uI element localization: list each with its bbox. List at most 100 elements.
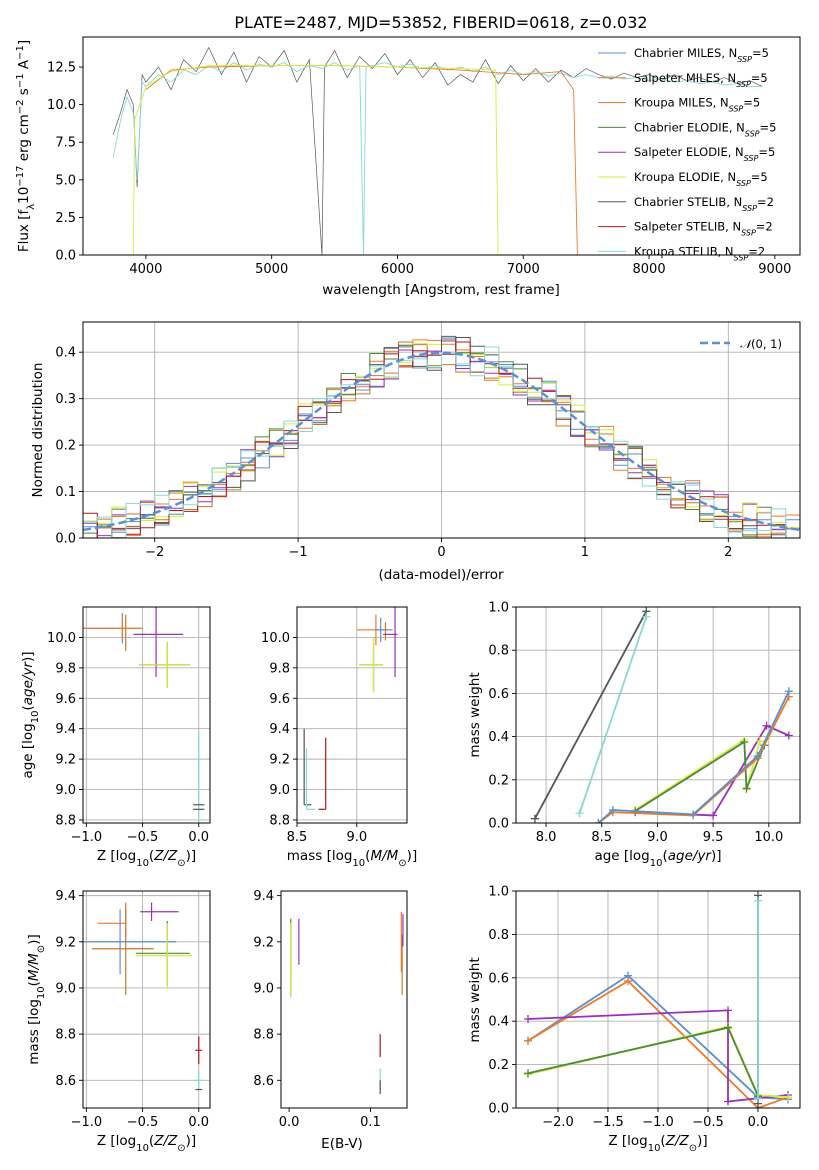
spectrum-series-line	[112, 62, 763, 255]
x-tick-label: 8.5	[591, 830, 612, 845]
legend-entry: Kroupa MILES, NSSP=5	[634, 96, 760, 114]
errorbar-point	[374, 617, 393, 642]
y-tick-label: 9.2	[269, 753, 290, 768]
x-tick-label: 9000	[758, 262, 791, 277]
axes-frame	[296, 606, 408, 824]
weight-marker	[530, 814, 539, 823]
weight-marker	[784, 1093, 792, 1102]
errorbar-point	[135, 921, 190, 986]
massweight-Z-ylabel: mass weight	[467, 957, 483, 1042]
panel-mass-vs-EBV: E(B-V) 0.0 0.1 8.6 8.8 9.0 9.2 9.4	[253, 889, 408, 1152]
weight-marker	[724, 1006, 732, 1015]
y-tick-label: 0.8	[488, 644, 509, 659]
y-tick-label: 10.0	[47, 98, 76, 113]
histogram-legend: 𝒩(0, 1)	[700, 337, 782, 351]
y-tick-label: 8.6	[55, 1074, 76, 1089]
panel-massweight-vs-age: mass weight 8.0 8.5 9.0 9.5 10.0 0.0 0.2 0.4 0.6…	[467, 601, 801, 869]
y-tick-label: 0.4	[488, 730, 509, 745]
y-tick-label: 0.0	[488, 1102, 509, 1117]
panel-massweight-vs-age-xlabel: age [log10(age/yr)]	[594, 848, 721, 869]
y-tick-label: 9.4	[55, 889, 76, 904]
errorbar-point	[139, 641, 190, 688]
y-tick-label: 8.8	[55, 1028, 76, 1043]
weight-series-line	[527, 1026, 759, 1097]
weight-series-line	[597, 696, 790, 823]
legend-entry: Chabrier MILES, NSSP=5	[634, 46, 769, 64]
weight-series-line	[534, 610, 648, 820]
errorbar-points	[83, 902, 203, 1091]
spectrum-series-line	[132, 65, 499, 255]
weight-marker	[742, 784, 751, 793]
panel-spectrum: wavelength [Angstrom, rest frame] 4000 50…	[15, 36, 801, 298]
y-tick-label: 8.8	[55, 813, 76, 828]
x-tick-label: 6000	[381, 262, 414, 277]
y-tick-label: 0.2	[55, 439, 76, 454]
y-tick-label: 12.5	[47, 61, 76, 76]
y-tick-label: 9.2	[253, 935, 274, 950]
y-tick-label: 8.8	[253, 1028, 274, 1043]
x-tick-label: 0.1	[360, 1115, 381, 1130]
weight-marker	[753, 752, 762, 761]
weight-marker	[784, 731, 793, 740]
figure-title: PLATE=2487, MJD=53852, FIBERID=0618, z=0…	[234, 13, 647, 32]
panel-massweight-vs-Z-xlabel: Z [log10(Z/Z⊙)]	[608, 1133, 707, 1154]
weight-marker	[784, 687, 793, 696]
x-tick-label: −1	[289, 545, 308, 560]
y-tick-label: 9.2	[55, 935, 76, 950]
weight-marker	[608, 806, 617, 815]
weight-marker	[624, 977, 632, 986]
y-tick-label: 9.6	[269, 692, 290, 707]
weight-marker	[524, 1036, 532, 1045]
massweight-age-ylabel: mass weight	[467, 672, 483, 757]
legend-entry: Chabrier STELIB, NSSP=2	[634, 195, 774, 213]
errorbar-point	[140, 902, 179, 922]
legend-entry: Salpeter MILES, NSSP=5	[634, 71, 768, 89]
weight-series-line	[634, 740, 766, 812]
x-tick-label: 2	[724, 545, 732, 560]
x-tick-label: 8000	[633, 262, 666, 277]
y-tick-label: 0.0	[488, 817, 509, 832]
errorbar-point	[359, 637, 384, 693]
x-tick-label: −1.0	[71, 830, 103, 845]
axes-frame	[82, 36, 801, 256]
weight-marker	[754, 1094, 762, 1103]
y-tick-label: 0.3	[55, 392, 76, 407]
weight-lines	[530, 607, 793, 823]
spectrum-series-line	[112, 46, 763, 255]
x-tick-label: 0.0	[188, 1115, 209, 1130]
x-tick-label: 9.0	[346, 830, 367, 845]
y-tick-label: 9.0	[253, 981, 274, 996]
panel-age-vs-Z: −1.0 −0.5 0.0 8.8 9.0 9.2 9.4 9.6 9.8 10.0 Z [log1…	[20, 606, 211, 869]
x-tick-label: 1	[581, 545, 589, 560]
y-tick-label: 1.0	[488, 885, 509, 900]
panel-age-vs-mass-xlabel: mass [log10(M/M⊙)]	[287, 848, 417, 869]
spectrum-lines	[112, 46, 763, 255]
spectrum-xlabel: wavelength [Angstrom, rest frame]	[322, 282, 560, 298]
y-tick-label: 9.4	[253, 889, 274, 904]
x-tick-label: 10.0	[754, 830, 783, 845]
ebv-xlabel: E(B-V)	[321, 1136, 363, 1152]
y-tick-label: 8.8	[269, 813, 290, 828]
axes-frame	[280, 890, 408, 1109]
normal-curve	[83, 351, 800, 532]
y-tick-label: 9.0	[269, 783, 290, 798]
panel-mass-vs-Z-ylabel: mass [log10(M/M⊙)]	[26, 934, 47, 1064]
y-tick-label: 2.5	[55, 211, 76, 226]
y-tick-label: 9.2	[55, 753, 76, 768]
panel-residual-histogram: (data-model)/error Normed distribution −…	[30, 321, 801, 583]
y-tick-label: 9.0	[55, 981, 76, 996]
weight-lines	[524, 891, 792, 1108]
errorbar-point	[83, 909, 177, 975]
x-tick-label: 8.5	[287, 830, 308, 845]
legend-entry: Kroupa ELODIE, NSSP=5	[634, 170, 768, 188]
legend-entry: 𝒩(0, 1)	[740, 337, 782, 351]
x-tick-label: −2	[145, 545, 164, 560]
errorbar-point	[97, 909, 127, 938]
y-tick-label: 9.4	[269, 722, 290, 737]
errorbar-point	[303, 728, 312, 806]
x-tick-label: −2.0	[542, 1115, 574, 1130]
weight-series-line	[527, 979, 789, 1108]
y-tick-label: 0.8	[488, 928, 509, 943]
errorbar-point	[383, 607, 398, 677]
y-tick-label: 0.0	[55, 249, 76, 264]
